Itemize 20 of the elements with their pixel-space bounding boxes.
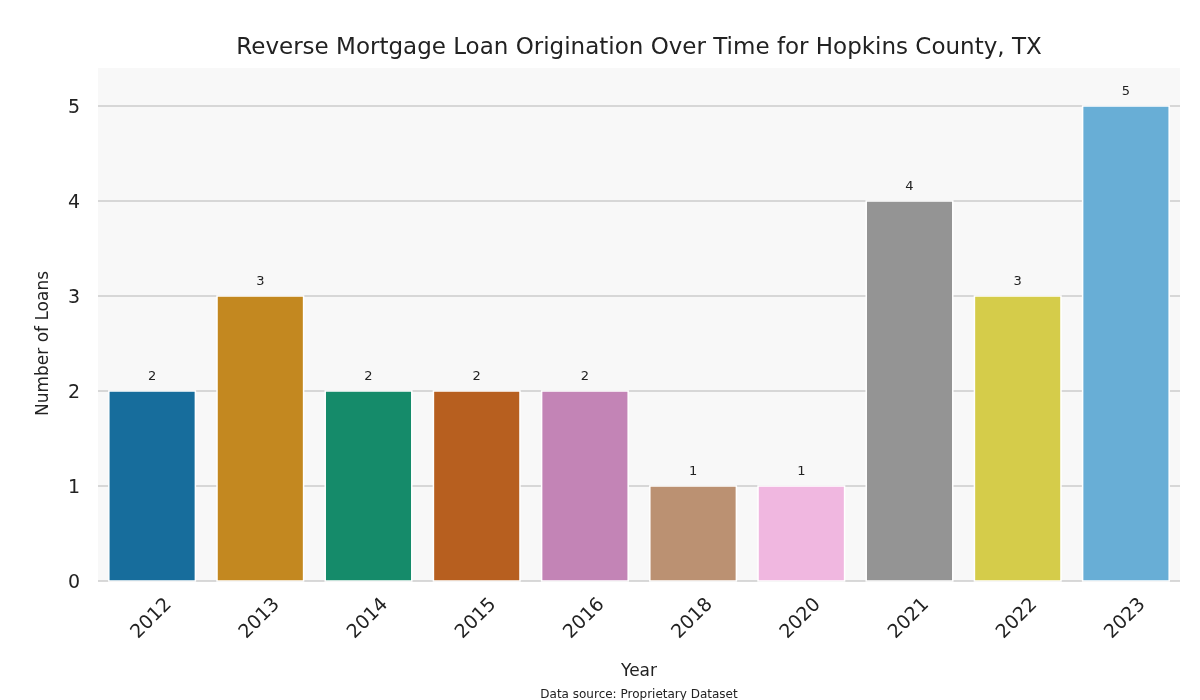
y-tick-label: 3 [67,284,80,307]
data-label: 3 [1013,273,1022,288]
data-label: 1 [688,463,698,478]
y-tick-label: 4 [67,189,80,212]
y-tick-label: 2 [67,379,80,402]
y-axis-title: Number of Loans [32,270,52,417]
chart-title: Reverse Mortgage Loan Origination Over Time for Hopkins County, TX [236,33,1042,59]
data-label: 2 [472,368,481,383]
data-label: 4 [905,178,914,193]
y-tick-label: 0 [67,569,80,592]
data-label: 3 [256,273,265,288]
data-label: 5 [1121,83,1131,98]
y-tick-label: 1 [67,474,80,497]
x-axis-title: Year [620,660,657,680]
data-label: 1 [797,463,806,478]
data-label: 2 [364,368,373,383]
source-note: Data source: Proprietary Dataset [540,687,738,700]
y-tick-label: 5 [67,94,80,117]
data-label: 2 [147,368,157,383]
data-label: 2 [580,368,590,383]
